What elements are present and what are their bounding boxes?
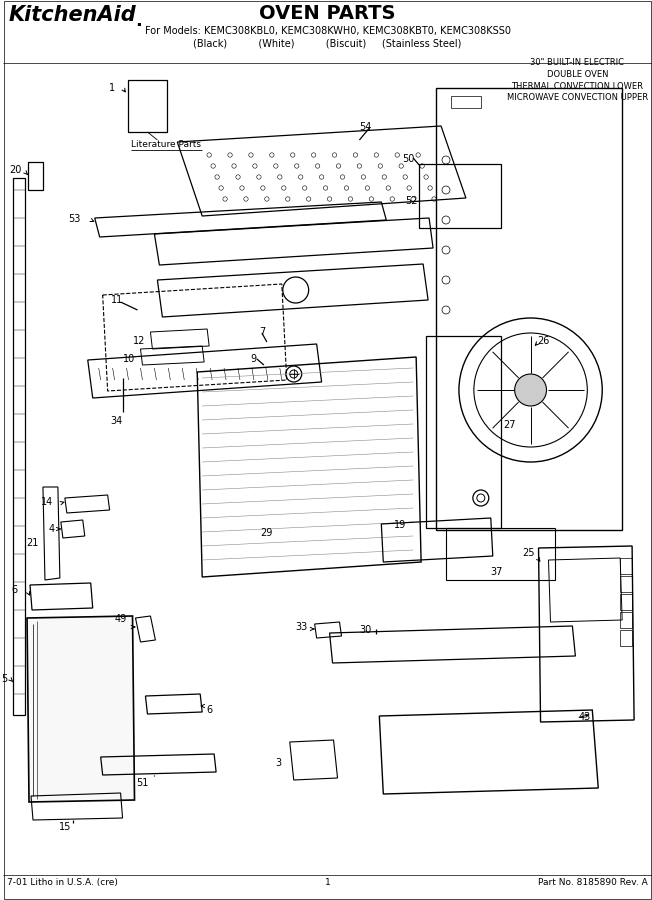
Text: 9: 9 — [250, 354, 256, 364]
Text: 1: 1 — [325, 878, 331, 887]
Text: 4: 4 — [49, 524, 55, 534]
Polygon shape — [27, 616, 134, 802]
Text: KitchenAid: KitchenAid — [8, 5, 136, 25]
Circle shape — [514, 374, 546, 406]
Text: 21: 21 — [27, 538, 39, 548]
Text: 6: 6 — [11, 585, 17, 595]
Text: 54: 54 — [359, 122, 372, 132]
Text: 25: 25 — [522, 548, 535, 558]
Text: 1: 1 — [109, 83, 115, 93]
Text: Literature Parts: Literature Parts — [130, 140, 201, 149]
Text: 34: 34 — [111, 416, 123, 426]
Text: 30: 30 — [359, 625, 372, 635]
Text: 7-01 Litho in U.S.A. (cre): 7-01 Litho in U.S.A. (cre) — [7, 878, 118, 887]
Text: 51: 51 — [136, 778, 149, 788]
Text: 12: 12 — [133, 336, 145, 346]
Text: 3: 3 — [276, 758, 282, 768]
Text: 20: 20 — [9, 165, 22, 175]
Text: 43: 43 — [578, 712, 591, 722]
Text: OVEN PARTS: OVEN PARTS — [259, 4, 396, 23]
Text: 26: 26 — [537, 336, 550, 346]
Text: 15: 15 — [59, 822, 71, 832]
Text: 10: 10 — [123, 354, 136, 364]
Text: Part No. 8185890 Rev. A: Part No. 8185890 Rev. A — [539, 878, 648, 887]
Text: 14: 14 — [40, 497, 53, 507]
Text: 53: 53 — [68, 214, 81, 224]
Text: 6: 6 — [206, 705, 213, 715]
Text: 50: 50 — [402, 154, 414, 164]
Text: 27: 27 — [504, 420, 516, 430]
Text: .: . — [136, 12, 142, 30]
Text: For Models: KEMC308KBL0, KEMC308KWH0, KEMC308KBT0, KEMC308KSS0: For Models: KEMC308KBL0, KEMC308KWH0, KE… — [145, 26, 511, 36]
Text: 49: 49 — [114, 614, 126, 624]
Text: (Black)          (White)          (Biscuit)     (Stainless Steel): (Black) (White) (Biscuit) (Stainless Ste… — [194, 38, 462, 48]
Text: 33: 33 — [295, 622, 308, 632]
Text: 52: 52 — [406, 196, 418, 206]
Text: 11: 11 — [111, 295, 123, 305]
Text: 29: 29 — [260, 528, 273, 538]
Text: 30" BUILT-IN ELECTRIC
DOUBLE OVEN
THERMAL CONVECTION LOWER
MICROWAVE CONVECTION : 30" BUILT-IN ELECTRIC DOUBLE OVEN THERMA… — [507, 58, 648, 103]
Text: 7: 7 — [259, 327, 265, 337]
Text: 5: 5 — [1, 674, 7, 684]
Text: 37: 37 — [491, 567, 503, 577]
Text: 19: 19 — [394, 520, 406, 530]
